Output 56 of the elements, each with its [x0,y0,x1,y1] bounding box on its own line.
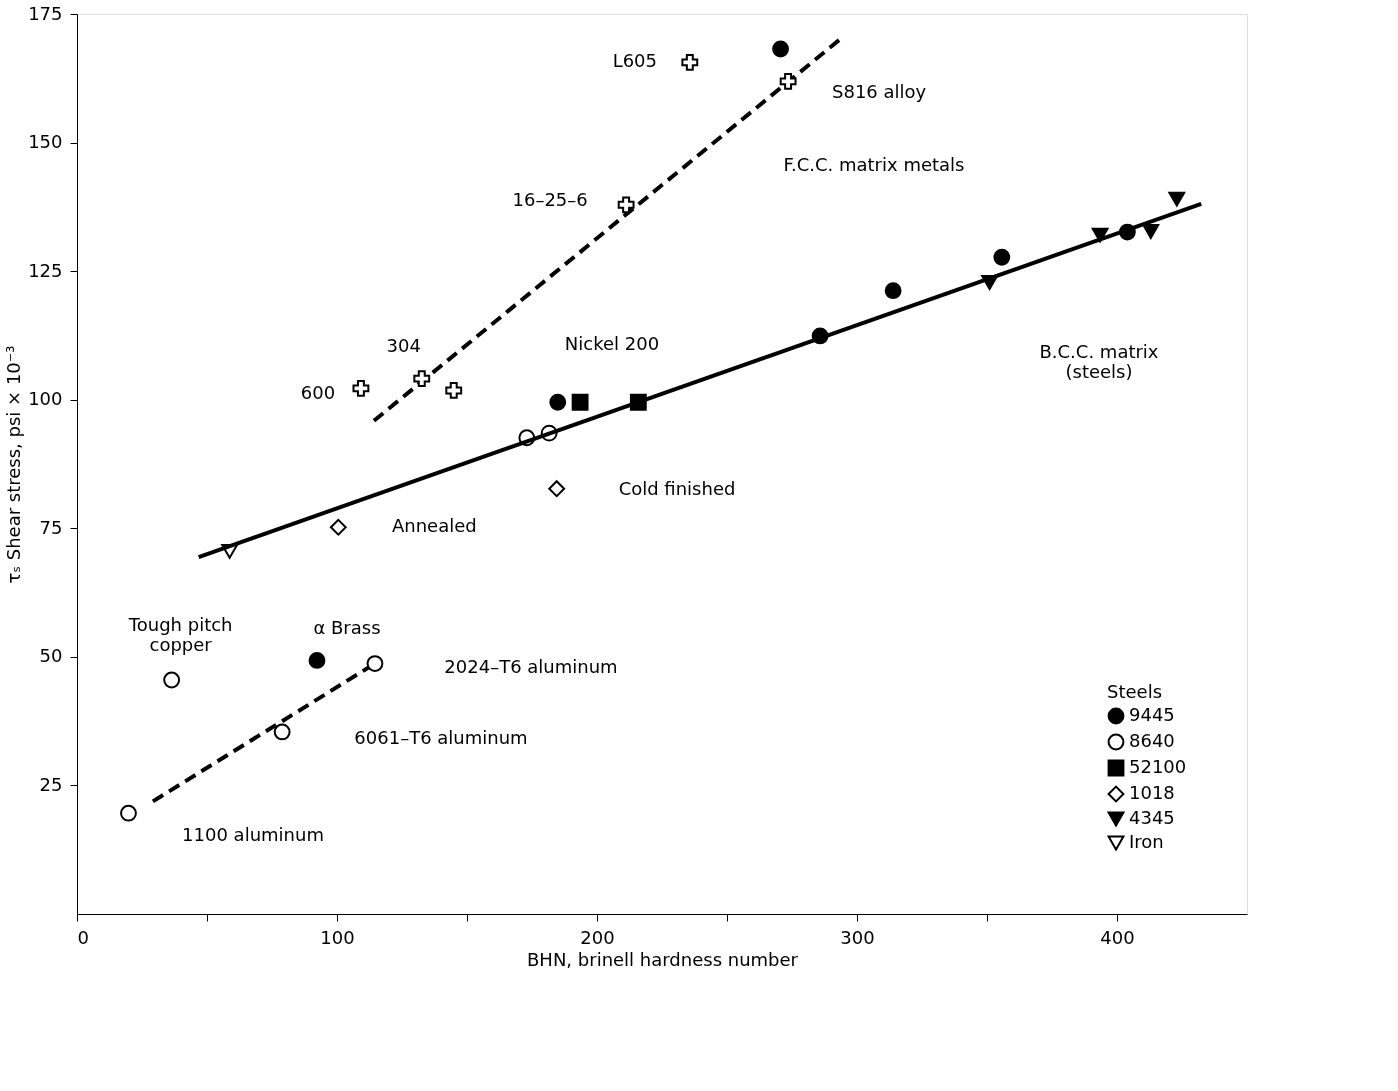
point [413,370,431,388]
legend-label: 1018 [1129,782,1175,803]
point [993,248,1011,266]
y-tick-label: 100 [28,388,63,410]
legend-label: 9445 [1129,704,1175,725]
legend-label: 4345 [1129,807,1175,828]
annotation: L605 [612,50,658,72]
point [571,393,589,411]
annotation: Nickel 200 [564,333,660,354]
point [273,723,291,741]
point [549,393,567,411]
x-tick-label: 300 [840,926,875,948]
point [681,53,699,71]
x-tick-label: 0 [77,926,89,948]
point [548,480,566,498]
legend-label: 8640 [1129,730,1175,751]
point [1168,191,1186,207]
annotation: S816 alloy [832,81,927,103]
annotation: F.C.C. matrix metals [783,154,965,175]
point [884,282,902,300]
point [617,196,635,214]
point [772,40,789,58]
legend-title: Steels [1107,681,1163,702]
annotation: 600 [300,382,336,404]
point [163,671,181,689]
y-tick-label: 175 [28,2,63,24]
point [1142,224,1160,239]
legend-label: 52100 [1129,756,1187,777]
y-axis-title: τₛ Shear stress, psi × 10⁻³ [3,345,25,584]
x-axis-title: BHN, brinell hardness number [527,948,799,970]
x-tick-label: 200 [580,926,615,948]
annotation: Tough pitch copper [127,614,233,655]
annotation: 16–25–6 [512,188,588,210]
point [120,804,137,822]
y-tick-label: 150 [28,131,63,153]
annotation: α Brass [313,617,381,639]
annotation: Annealed [391,515,477,537]
annotation: 1100 aluminum [182,824,324,845]
point [308,652,326,669]
y-tick-label: 50 [39,645,63,667]
annotation: 6061–T6 aluminum [354,727,528,748]
point [366,655,384,672]
annotation: B.C.C. matrix (steels) [1039,341,1159,382]
point [329,518,347,536]
x-tick-label: 400 [1100,926,1135,948]
point [779,72,797,90]
legend-label: Iron [1129,831,1164,852]
x-tick-label: 100 [320,926,355,948]
point [352,379,370,397]
annotation: 2024–T6 aluminum [444,656,618,677]
y-tick-label: 75 [39,516,63,538]
y-tick-label: 25 [39,773,63,795]
annotation: 304 [386,334,421,356]
point [445,382,463,399]
annotation: Cold finished [618,478,736,499]
y-tick-label: 125 [28,259,63,281]
